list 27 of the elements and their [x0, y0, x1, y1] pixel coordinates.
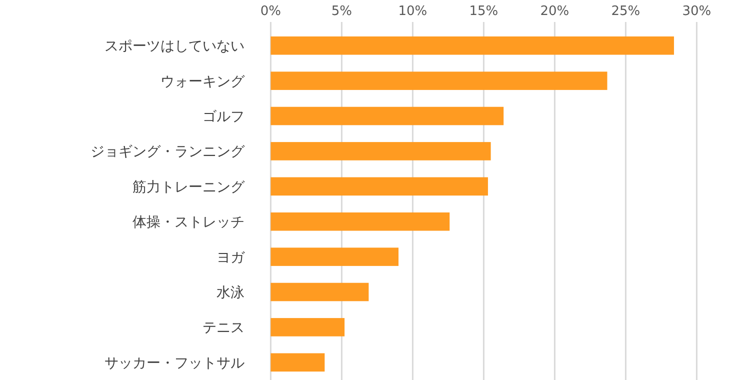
- y-tick-label: 体操・ストレッチ: [132, 214, 245, 231]
- y-tick-label: 筋力トレーニング: [132, 179, 246, 196]
- y-tick-label: 水泳: [216, 285, 245, 301]
- x-tick-label: 15%: [469, 4, 498, 19]
- bar: [270, 248, 398, 266]
- bar: [270, 36, 674, 55]
- y-tick-label: ヨガ: [216, 250, 246, 266]
- bar: [270, 106, 504, 126]
- bar: [270, 212, 450, 231]
- y-tick-label: ゴルフ: [202, 109, 245, 125]
- x-tick-label: 25%: [611, 4, 640, 19]
- y-tick-label: スポーツはしていない: [104, 38, 245, 55]
- bar: [270, 318, 345, 336]
- y-tick-label: ウォーキング: [160, 74, 246, 90]
- x-tick-label: 10%: [398, 4, 428, 19]
- bar: [270, 72, 608, 90]
- x-tick-label: 30%: [682, 4, 712, 19]
- bar: [270, 353, 325, 372]
- x-tick-label: 20%: [540, 4, 570, 19]
- bar: [270, 282, 369, 302]
- bar: [270, 142, 491, 160]
- bar: [270, 177, 488, 196]
- y-tick-label: ジョギング・ランニング: [90, 144, 246, 160]
- y-tick-label: テニス: [202, 320, 245, 336]
- y-tick-label: サッカー・フットサル: [104, 355, 245, 372]
- x-tick-label: 0%: [260, 4, 282, 19]
- x-tick-label: 5%: [331, 4, 352, 19]
